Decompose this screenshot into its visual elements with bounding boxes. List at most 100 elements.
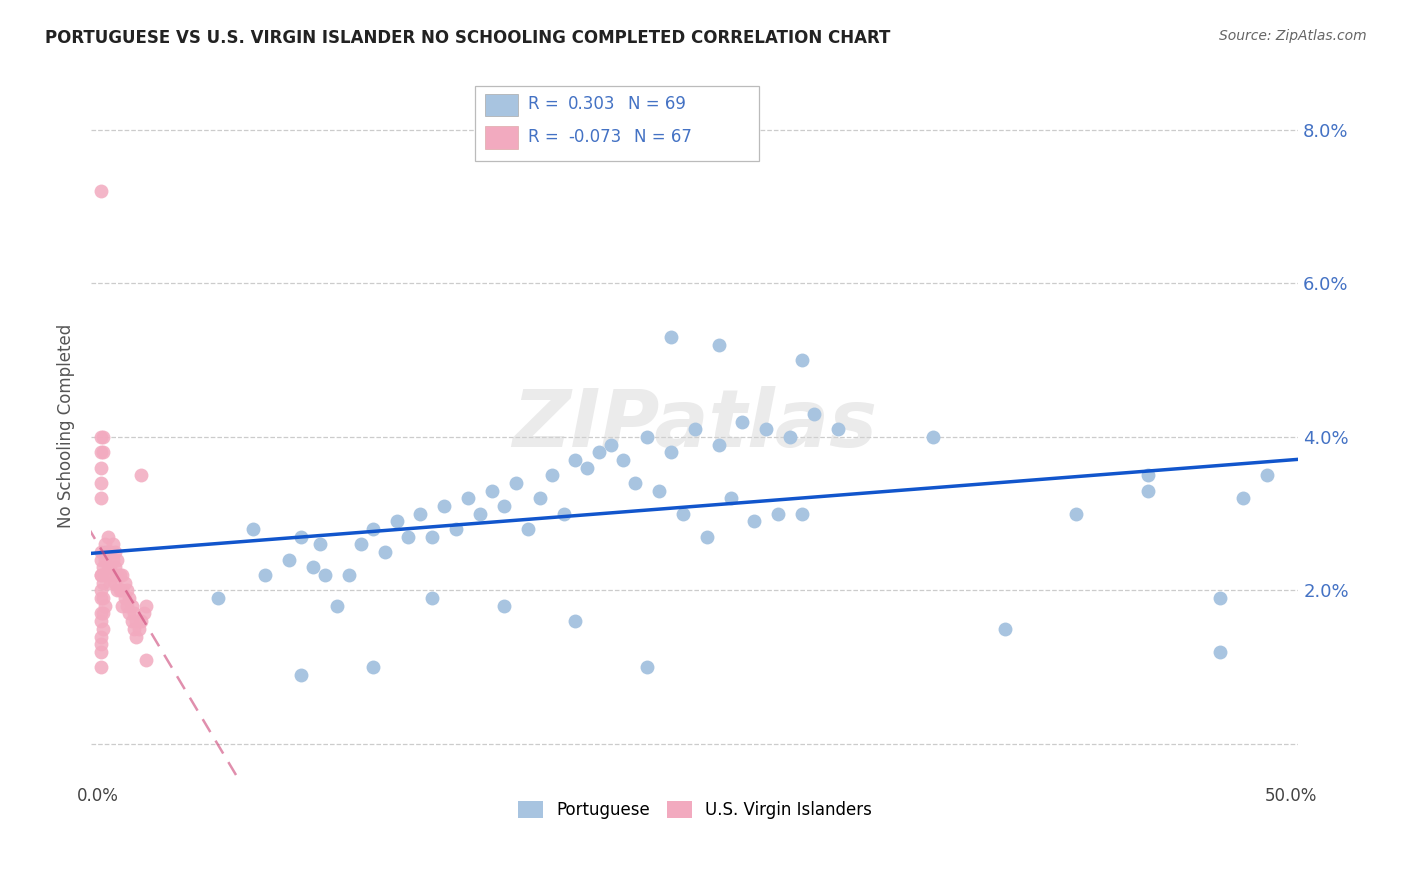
Point [1137,483,1160,498]
Point [444,522,467,536]
Point [779,430,801,444]
Point [90,553,112,567]
Point [290,530,312,544]
Point [115,583,138,598]
Point [90,475,112,490]
FancyBboxPatch shape [485,94,519,116]
Point [707,437,730,451]
Point [659,445,682,459]
Point [529,491,551,506]
Point [115,599,138,613]
Point [94,599,117,613]
Point [97,530,120,544]
Point [98,575,121,590]
Point [91,445,114,459]
Point [118,591,141,606]
Point [588,445,610,459]
Point [90,645,112,659]
Point [90,637,112,651]
Text: ZIPatlas: ZIPatlas [512,386,877,465]
Point [624,475,647,490]
Point [516,522,538,536]
Point [576,460,599,475]
Point [105,568,128,582]
Point [101,553,124,567]
Point [553,507,575,521]
Point [90,630,112,644]
Point [803,407,825,421]
Point [108,568,131,582]
Point [97,545,120,559]
Y-axis label: No Schooling Completed: No Schooling Completed [58,323,75,527]
Point [90,660,112,674]
Point [374,545,396,559]
Point [114,575,136,590]
Text: N = 69: N = 69 [628,95,686,113]
Point [90,568,112,582]
Point [129,468,152,483]
Text: Source: ZipAtlas.com: Source: ZipAtlas.com [1219,29,1367,44]
Point [94,568,117,582]
Point [90,614,112,628]
Point [481,483,503,498]
Point [90,591,112,606]
Point [122,622,145,636]
Point [111,583,134,598]
Point [420,591,443,606]
Point [755,422,778,436]
Point [104,560,127,574]
Point [1208,591,1230,606]
Point [98,560,121,574]
Point [1066,507,1088,521]
Point [98,545,121,559]
Point [922,430,945,444]
Point [91,430,114,444]
Point [94,553,117,567]
Point [94,537,117,551]
Point [326,599,349,613]
Point [108,583,131,598]
Text: -0.073: -0.073 [568,128,621,146]
Point [648,483,671,498]
Point [350,537,373,551]
Point [135,599,157,613]
Point [468,507,491,521]
Point [768,507,790,521]
Point [790,507,813,521]
Point [122,607,145,621]
Point [672,507,695,521]
Point [457,491,479,506]
Point [398,530,420,544]
Point [111,599,134,613]
FancyBboxPatch shape [475,87,759,161]
Point [564,614,586,628]
Point [90,568,112,582]
Point [91,560,114,574]
Point [636,660,658,674]
Point [128,622,150,636]
Point [409,507,432,521]
Point [309,537,332,551]
Point [101,568,124,582]
Point [90,583,112,598]
Point [564,453,586,467]
Point [90,460,112,475]
Point [314,568,336,582]
Point [827,422,849,436]
Point [707,338,730,352]
Point [121,614,143,628]
Point [207,591,229,606]
Point [433,499,456,513]
Text: PORTUGUESE VS U.S. VIRGIN ISLANDER NO SCHOOLING COMPLETED CORRELATION CHART: PORTUGUESE VS U.S. VIRGIN ISLANDER NO SC… [45,29,890,47]
Point [744,515,766,529]
Point [121,599,143,613]
Point [90,607,112,621]
Point [659,330,682,344]
Point [683,422,706,436]
Text: R =: R = [529,128,560,146]
Point [278,553,301,567]
Text: N = 67: N = 67 [634,128,692,146]
Point [361,660,384,674]
Point [135,652,157,666]
Text: R =: R = [529,95,560,113]
